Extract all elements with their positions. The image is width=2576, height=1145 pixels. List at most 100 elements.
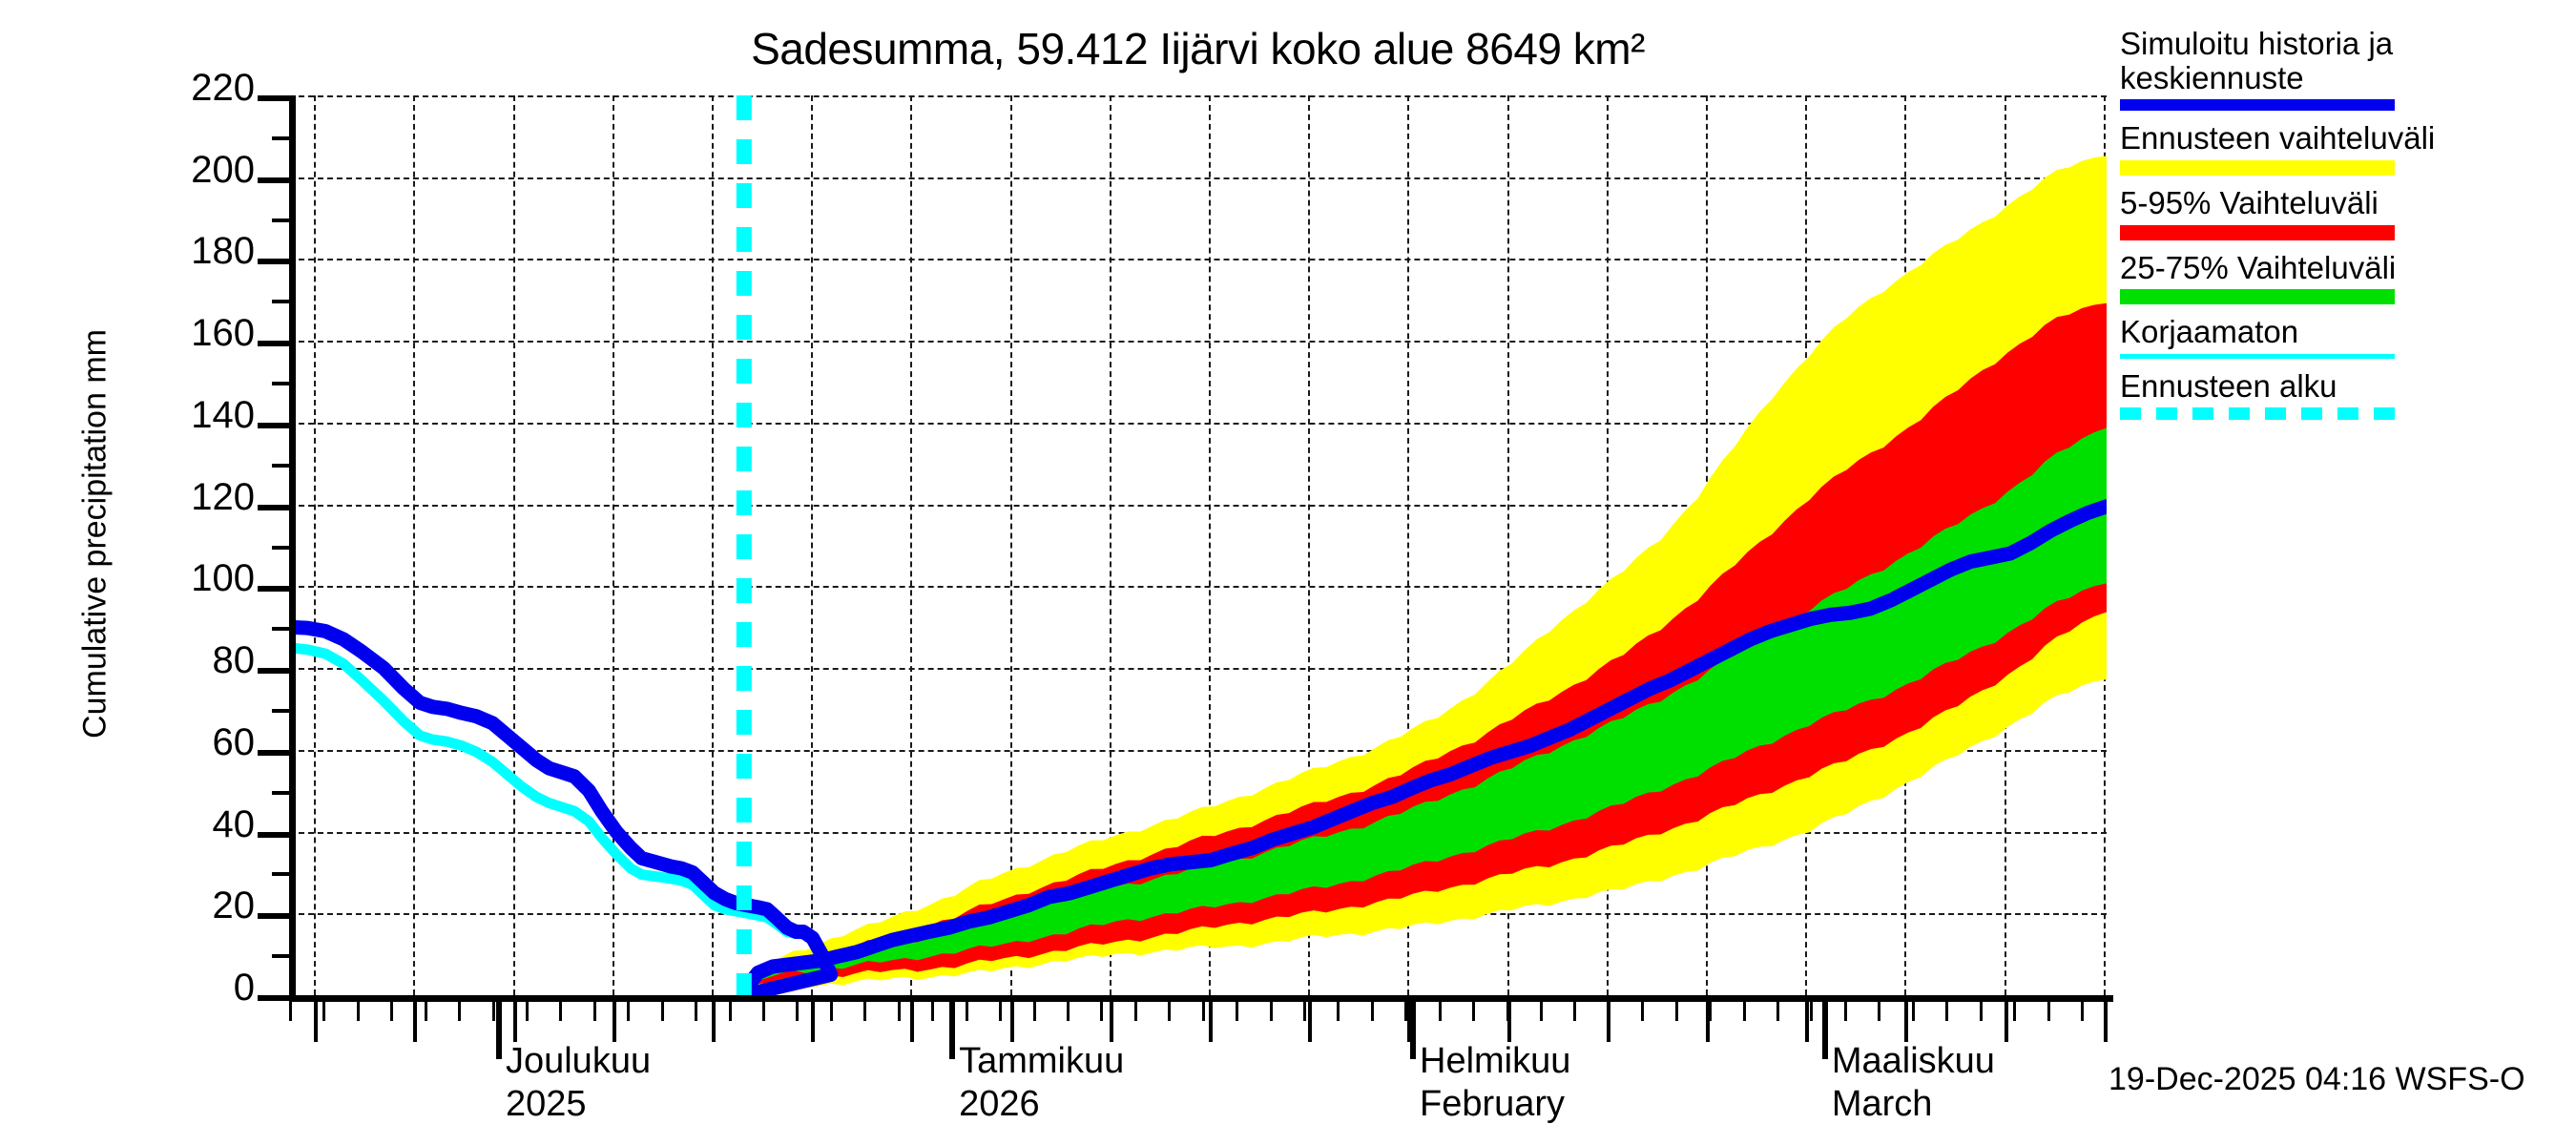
y-tick-minor [272,872,289,877]
y-tick-mark [258,913,289,920]
y-tick-label: 160 [191,312,255,355]
legend-swatch-green [2120,289,2395,305]
legend-item-full-range: Ennusteen vaihteluväli [2120,121,2568,176]
gridline-vertical [1606,95,1609,995]
x-tick-minor [695,1002,698,1021]
x-month-label: Helmikuu February [1420,1040,1570,1126]
x-tick-minor [424,1002,427,1021]
gridline-vertical [1208,95,1211,995]
gridline-horizontal [289,95,2107,97]
x-tick-minor [931,1002,935,1021]
gridline-horizontal [289,177,2107,179]
y-tick-mark [258,95,289,101]
gridline-horizontal [289,341,2107,344]
y-tick-label: 60 [212,720,256,763]
y-tick-label: 200 [191,148,255,191]
x-tick-minor [829,1002,833,1021]
y-tick-minor [272,300,289,304]
x-tick-major [612,1002,616,1042]
x-tick-minor [965,1002,968,1021]
x-tick-minor [2013,1002,2017,1021]
x-tick-minor [322,1002,326,1021]
legend-swatch-cyan-dashed [2120,407,2395,421]
x-month-label-fi: Joulukuu [505,1041,652,1081]
x-tick-minor [356,1002,360,1021]
y-tick-label: 180 [191,230,255,273]
x-tick-minor [1573,1002,1577,1021]
x-tick-minor [1337,1002,1340,1021]
x-tick-minor [1742,1002,1746,1021]
gridline-horizontal [289,259,2107,261]
y-tick-mark [258,504,289,510]
x-tick-minor [526,1002,530,1021]
gridline-vertical [1407,95,1410,995]
legend-label-p25-p75: 25-75% Vaihteluväli [2120,249,2397,285]
y-tick-minor [272,708,289,713]
legend-swatch-blue [2120,99,2395,112]
x-tick-minor [1911,1002,1915,1021]
x-tick-minor [2046,1002,2050,1021]
gridline-vertical [612,95,614,995]
y-tick-mark [258,749,289,756]
gridline-vertical [1308,95,1311,995]
y-tick-mark [258,341,289,347]
gridline-horizontal [289,422,2107,425]
x-tick-minor [1201,1002,1205,1021]
legend-swatch-cyan [2120,353,2395,359]
y-tick-mark [258,177,289,183]
x-tick-major [2103,1002,2108,1042]
y-tick-label: 80 [212,639,256,682]
gridline-vertical [910,95,913,995]
legend-item-uncorrected: Korjaamaton [2120,315,2568,359]
legend-swatch-red [2120,224,2395,240]
x-tick-minor [1945,1002,1949,1021]
x-tick-minor [1810,1002,1814,1021]
gridline-vertical [314,95,317,995]
plot-frame [289,95,2113,1002]
x-tick-major [711,1002,716,1042]
legend-label-median-line1: Simuloitu historia ja [2120,26,2394,61]
x-tick-major [1308,1002,1313,1042]
gridline-horizontal [289,504,2107,507]
x-month-label-fi: Helmikuu [1420,1041,1571,1081]
legend-label-full-range: Ennusteen vaihteluväli [2120,120,2436,156]
legend-label-uncorrected: Korjaamaton [2120,314,2299,350]
x-year-label: 2025 [505,1083,587,1124]
y-tick-label: 220 [191,67,255,109]
y-tick-minor [272,463,289,468]
y-tick-label: 20 [212,885,256,927]
y-tick-minor [272,790,289,795]
legend-item-p5-p95: 5-95% Vaihteluväli [2120,186,2568,240]
x-tick-minor [592,1002,596,1021]
gridline-horizontal [289,668,2107,671]
gridline-vertical [811,95,814,995]
x-tick-minor [1776,1002,1780,1021]
x-month-tick [949,1002,956,1059]
legend-swatch-yellow [2120,159,2395,176]
y-tick-mark [258,259,289,265]
x-month-tick [1410,1002,1416,1059]
x-tick-minor [999,1002,1003,1021]
series-line-median [289,499,2107,995]
gridline-vertical [711,95,714,995]
y-tick-mark [258,995,289,1001]
x-year-label: 2026 [959,1083,1040,1124]
x-tick-minor [660,1002,664,1021]
x-tick-major [413,1002,418,1042]
y-tick-label: 120 [191,475,255,518]
legend-item-forecast-start: Ennusteen alku [2120,369,2568,421]
x-tick-major [1009,1002,1014,1042]
gridline-vertical [1506,95,1509,995]
x-month-label-fi: Tammikuu [959,1041,1125,1081]
band-p25-p75 [743,427,2107,992]
x-tick-minor [289,1002,292,1021]
x-month-label-fi: Maaliskuu [1831,1041,1995,1081]
x-month-tick [1821,1002,1828,1059]
y-tick-label: 140 [191,393,255,436]
gridline-horizontal [289,586,2107,589]
y-tick-mark [258,422,289,428]
x-month-label: Tammikuu 2026 [959,1040,1124,1126]
x-month-label-en: February [1420,1083,1566,1124]
x-tick-minor [1066,1002,1070,1021]
